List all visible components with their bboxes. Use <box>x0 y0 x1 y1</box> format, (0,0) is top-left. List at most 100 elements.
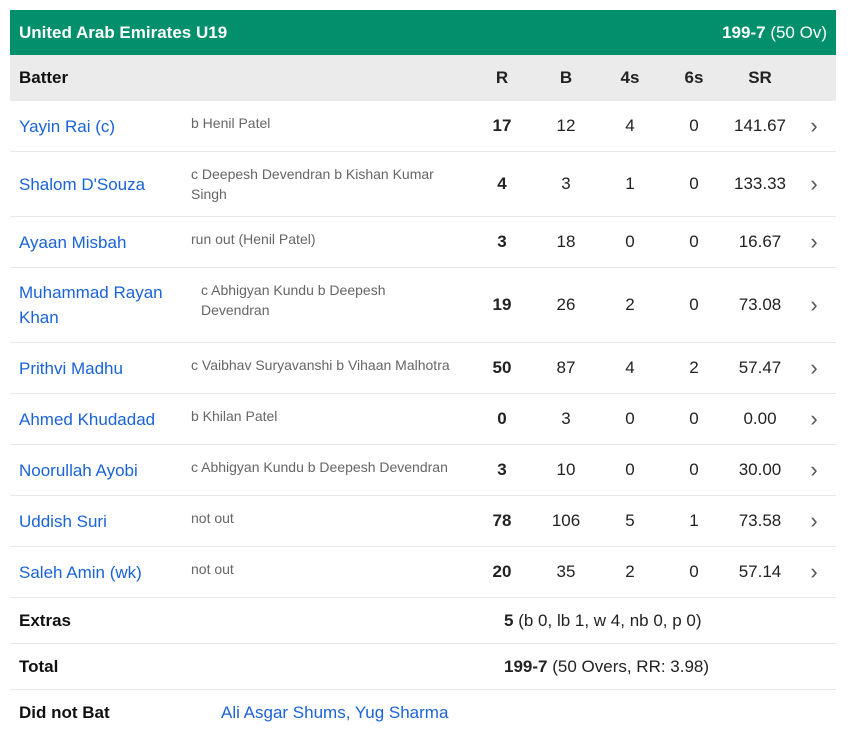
strike-rate: 0.00 <box>743 409 777 428</box>
batter-row[interactable]: Ayaan Misbah run out (Henil Patel) 3 18 … <box>10 217 836 268</box>
balls: 18 <box>556 232 576 251</box>
did-not-bat-row: Did not Bat Ali Asgar Shums, Yug Sharma <box>10 690 836 735</box>
team-score: 199-7 (50 Ov) <box>722 23 827 43</box>
chevron-right-icon[interactable]: › <box>810 113 818 138</box>
batter-name[interactable]: Uddish Suri <box>19 511 107 531</box>
balls: 3 <box>561 409 571 428</box>
balls: 35 <box>556 562 576 581</box>
dismissal: c Deepesh Devendran b Kishan Kumar Singh <box>191 166 434 202</box>
dismissal: b Khilan Patel <box>191 408 278 424</box>
chevron-right-icon[interactable]: › <box>810 457 818 482</box>
dismissal: not out <box>191 561 234 577</box>
strike-rate: 73.58 <box>738 511 782 530</box>
runs: 78 <box>492 511 512 530</box>
extras-row: Extras 5 (b 0, lb 1, w 4, nb 0, p 0) <box>10 598 836 644</box>
extras-value: 5 (b 0, lb 1, w 4, nb 0, p 0) <box>504 611 702 631</box>
balls: 12 <box>556 116 576 135</box>
runs: 50 <box>492 358 512 377</box>
batter-name[interactable]: Yayin Rai (c) <box>19 116 116 136</box>
fours: 0 <box>625 409 635 428</box>
dismissal: c Abhigyan Kundu b Deepesh Devendran <box>201 282 386 318</box>
extras-total: 5 <box>504 610 514 630</box>
balls: 26 <box>556 295 576 314</box>
chevron-right-icon[interactable]: › <box>810 559 818 584</box>
score: 199-7 <box>722 22 766 42</box>
chevron-right-icon[interactable]: › <box>810 171 818 196</box>
batter-row[interactable]: Shalom D'Souza c Deepesh Devendran b Kis… <box>10 152 836 217</box>
batter-row[interactable]: Prithvi Madhu c Vaibhav Suryavanshi b Vi… <box>10 343 836 394</box>
dismissal: run out (Henil Patel) <box>191 231 316 247</box>
fours: 2 <box>625 295 635 314</box>
strike-rate: 57.47 <box>738 358 782 377</box>
sixes: 0 <box>689 116 699 135</box>
batter-row[interactable]: Muhammad Rayan Khan c Abhigyan Kundu b D… <box>10 268 836 343</box>
fours: 4 <box>625 116 635 135</box>
batter-row[interactable]: Saleh Amin (wk) not out 20 35 2 0 57.14 … <box>10 547 836 598</box>
chevron-right-icon[interactable]: › <box>810 292 818 317</box>
fours: 2 <box>625 562 635 581</box>
batter-name[interactable]: Shalom D'Souza <box>19 174 146 194</box>
total-value: 199-7 (50 Overs, RR: 3.98) <box>504 657 709 677</box>
total-label: Total <box>19 656 59 676</box>
overs: (50 Ov) <box>770 22 827 42</box>
chevron-right-icon[interactable]: › <box>810 229 818 254</box>
batter-row[interactable]: Ahmed Khudadad b Khilan Patel 0 3 0 0 0.… <box>10 394 836 445</box>
col-b: B <box>559 68 573 87</box>
col-r: R <box>495 68 509 87</box>
balls: 87 <box>556 358 576 377</box>
sixes: 0 <box>689 409 699 428</box>
batter-name[interactable]: Prithvi Madhu <box>19 358 123 378</box>
runs: 19 <box>492 295 512 314</box>
dismissal: b Henil Patel <box>191 115 271 131</box>
sixes: 0 <box>689 460 699 479</box>
col-sr: SR <box>748 68 772 87</box>
sixes: 2 <box>689 358 699 377</box>
batter-row[interactable]: Yayin Rai (c) b Henil Patel 17 12 4 0 14… <box>10 101 836 152</box>
strike-rate: 30.00 <box>738 460 782 479</box>
batter-name[interactable]: Muhammad Rayan Khan <box>19 283 163 327</box>
extras-label: Extras <box>19 610 71 630</box>
fours: 5 <box>625 511 635 530</box>
dismissal: c Vaibhav Suryavanshi b Vihaan Malhotra <box>191 357 450 373</box>
sixes: 1 <box>689 511 699 530</box>
batter-row[interactable]: Noorullah Ayobi c Abhigyan Kundu b Deepe… <box>10 445 836 496</box>
fours: 0 <box>625 460 635 479</box>
team-name: United Arab Emirates U19 <box>19 22 228 42</box>
balls: 10 <box>556 460 576 479</box>
balls: 106 <box>551 511 581 530</box>
fours: 4 <box>625 358 635 377</box>
strike-rate: 57.14 <box>738 562 782 581</box>
dismissal: c Abhigyan Kundu b Deepesh Devendran <box>191 459 448 475</box>
batter-name[interactable]: Ahmed Khudadad <box>19 409 156 429</box>
chevron-right-icon[interactable]: › <box>810 406 818 431</box>
fours: 1 <box>625 174 635 193</box>
strike-rate: 73.08 <box>738 295 782 314</box>
batter-row[interactable]: Uddish Suri not out 78 106 5 1 73.58 › <box>10 496 836 547</box>
batter-name[interactable]: Noorullah Ayobi <box>19 460 138 480</box>
strike-rate: 141.67 <box>734 116 786 135</box>
runs: 4 <box>497 174 507 193</box>
runs: 17 <box>492 116 512 135</box>
chevron-right-icon[interactable]: › <box>810 355 818 380</box>
dismissal: not out <box>191 510 234 526</box>
team-header: United Arab Emirates U19 199-7 (50 Ov) <box>10 10 836 55</box>
scorecard: United Arab Emirates U19 199-7 (50 Ov) B… <box>10 10 836 735</box>
total-detail: (50 Overs, RR: 3.98) <box>552 656 710 676</box>
extras-detail: (b 0, lb 1, w 4, nb 0, p 0) <box>518 610 702 630</box>
col-batter: Batter <box>19 68 69 87</box>
runs: 3 <box>497 460 507 479</box>
sixes: 0 <box>689 174 699 193</box>
batter-name[interactable]: Ayaan Misbah <box>19 232 127 252</box>
chevron-right-icon[interactable]: › <box>810 508 818 533</box>
fours: 0 <box>625 232 635 251</box>
did-not-bat-players[interactable]: Ali Asgar Shums, Yug Sharma <box>221 702 449 722</box>
did-not-bat-label: Did not Bat <box>19 702 110 722</box>
strike-rate: 133.33 <box>734 174 786 193</box>
sixes: 0 <box>689 295 699 314</box>
batter-name[interactable]: Saleh Amin (wk) <box>19 562 142 582</box>
balls: 3 <box>561 174 571 193</box>
col-4s: 4s <box>620 68 640 87</box>
sixes: 0 <box>689 562 699 581</box>
runs: 0 <box>497 409 507 428</box>
runs: 20 <box>492 562 512 581</box>
